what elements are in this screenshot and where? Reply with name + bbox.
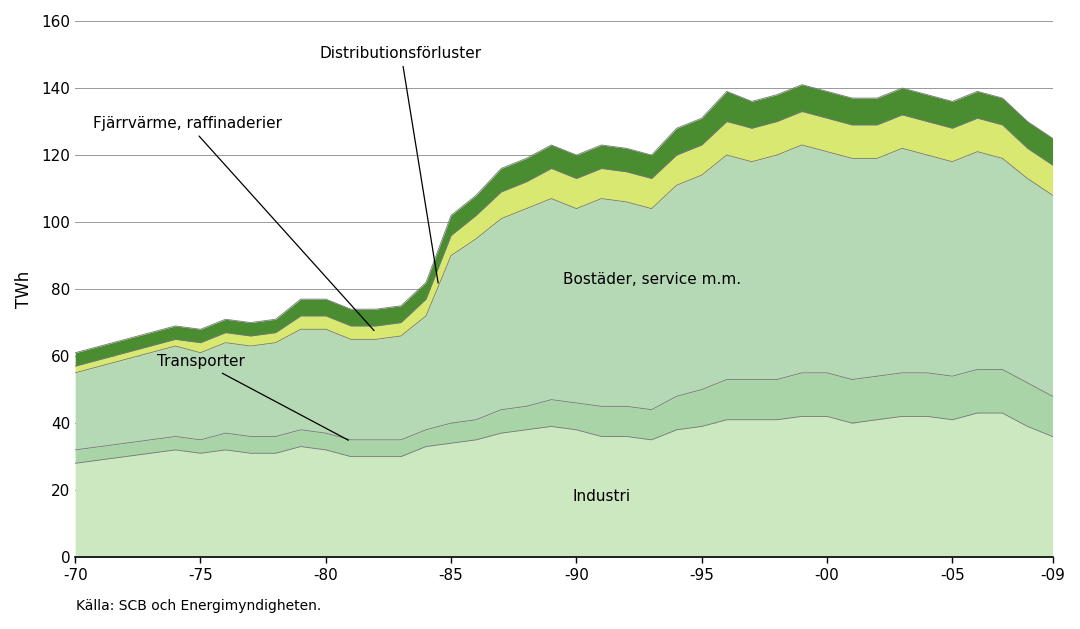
Text: Källa: SCB och Energimyndigheten.: Källa: SCB och Energimyndigheten. [76,599,321,613]
Text: Fjärrvärme, raffinaderier: Fjärrvärme, raffinaderier [94,116,374,331]
Text: Bostäder, service m.m.: Bostäder, service m.m. [563,272,741,287]
Y-axis label: TWh: TWh [15,270,33,308]
Text: Industri: Industri [572,489,631,504]
Text: Transporter: Transporter [157,354,349,440]
Text: Distributionsförluster: Distributionsförluster [320,46,482,283]
